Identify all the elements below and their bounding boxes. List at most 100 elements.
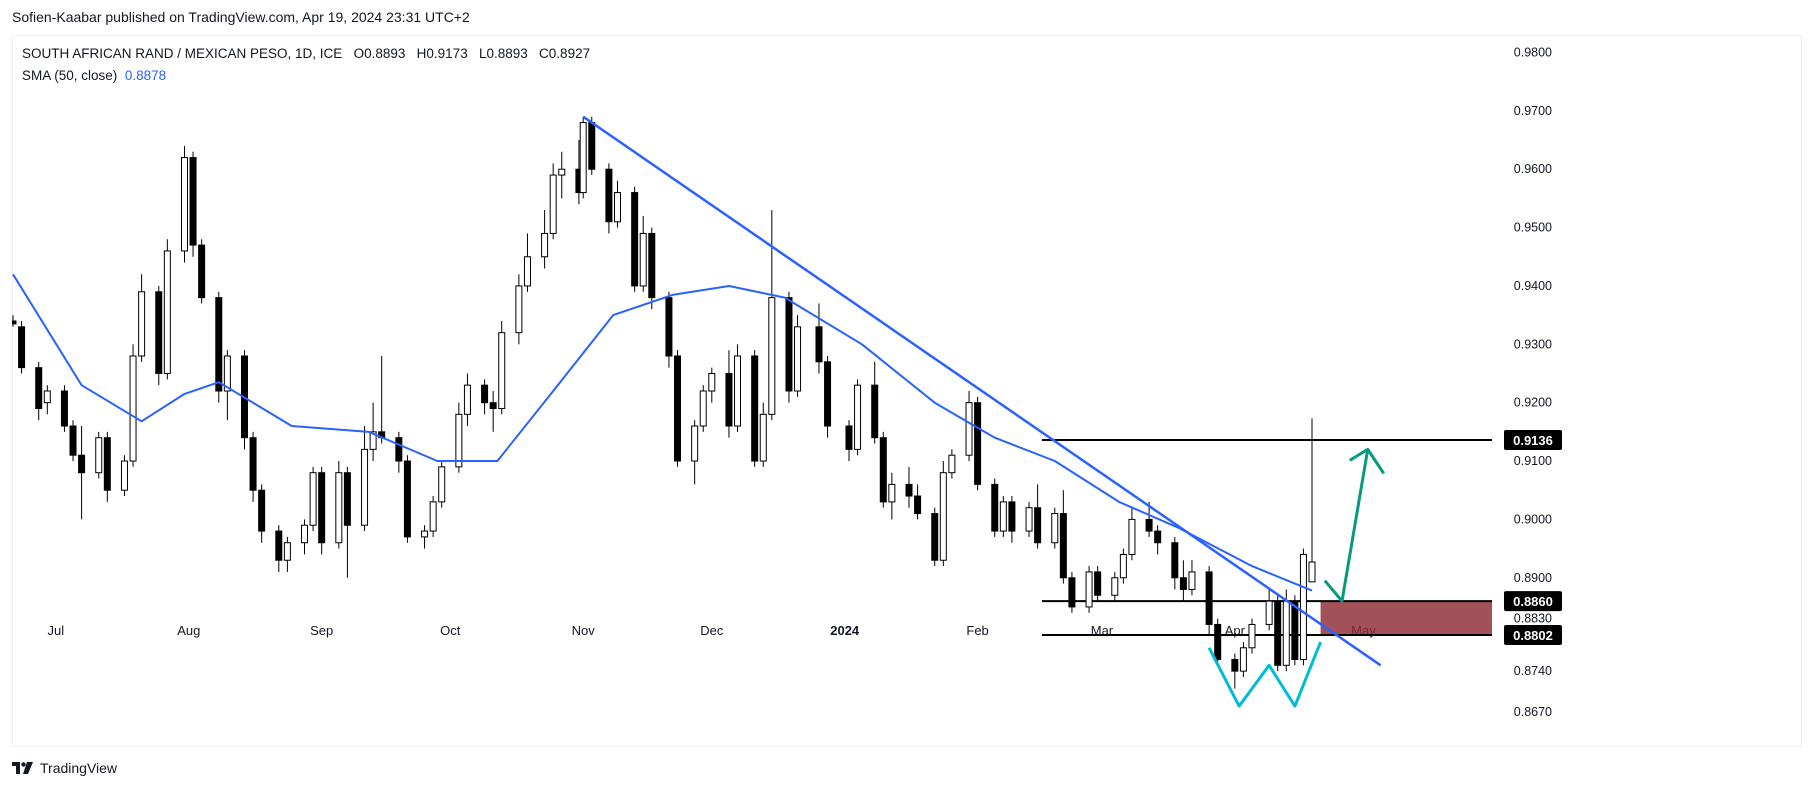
candle-body [631,192,639,287]
candle [189,151,197,257]
brand-name: TradingView [40,760,118,776]
candlestick-chart[interactable]: JulAugSepOctNovDec2024FebMarAprMay 0.980… [12,35,1802,747]
candle [734,344,742,432]
candle-body [1179,577,1187,590]
candle [648,227,656,310]
candle [369,402,377,462]
x-tick-label: Nov [572,623,596,638]
support-zone [1320,601,1492,635]
candle-body [605,168,613,223]
footer-brand[interactable]: TradingView [12,760,117,776]
candle [1025,501,1033,537]
symbol-row: SOUTH AFRICAN RAND / MEXICAN PESO, 1D, I… [22,43,590,65]
chart-frame[interactable]: JulAugSepOctNovDec2024FebMarAprMay 0.980… [12,35,1802,747]
chart-legend: SOUTH AFRICAN RAND / MEXICAN PESO, 1D, I… [22,43,590,87]
candle [674,350,682,467]
price-badge-label: 0.8802 [1513,628,1553,643]
x-tick-label: Dec [700,623,724,638]
candle-body [403,460,411,538]
candle [1008,496,1016,543]
candle-body [759,413,767,462]
close-label: C [539,46,549,61]
sma-label: SMA (50, close) [22,68,118,83]
candle [283,536,291,572]
candle [1068,571,1076,613]
candle-body [734,355,742,427]
candle [725,350,733,438]
candle [438,461,446,508]
candle [1034,484,1042,549]
candle-body [854,384,862,450]
candle-body [815,326,823,363]
candle [888,472,896,520]
y-tick-label: 0.9200 [1514,396,1552,410]
candle [155,285,163,386]
candle-body [129,355,137,462]
candle [198,239,206,304]
sma-value: 0.8878 [124,68,167,83]
candle [258,484,266,543]
candle-body [12,320,17,325]
price-badge-bg [1504,430,1562,451]
candle-body [1051,513,1059,544]
candle [699,385,707,432]
sma-row[interactable]: SMA (50, close) 0.8878 [22,65,590,87]
candle [95,431,103,479]
candle-body [1291,600,1299,660]
candle-body [78,454,86,474]
candle-body [1231,658,1239,672]
candle-body [931,513,939,561]
candle [1308,418,1316,583]
candle-body [180,157,188,252]
support-zone-layer [1320,601,1492,635]
candle-body [335,472,343,544]
candle [1214,618,1222,666]
candle-body [463,384,471,415]
candle [759,402,767,467]
candle [43,385,51,415]
candle [103,431,111,502]
y-tick-label: 0.9800 [1514,46,1552,60]
price-badge-bg [1504,591,1562,612]
candle [785,291,793,403]
candle-body [999,501,1007,532]
candle-body [369,431,377,450]
x-tick-label: Oct [440,623,461,638]
candle [939,461,947,567]
candle [343,466,351,578]
candle [1154,525,1162,555]
y-tick-label: 0.8740 [1514,664,1552,678]
candle-body [965,402,973,456]
candle-body [751,355,759,462]
candle-body [871,384,879,439]
candle-body [888,483,896,503]
candle [965,391,973,462]
candle-body [258,489,266,532]
candle-body [301,524,309,544]
candle [845,420,853,462]
candle [1059,490,1067,584]
candle-body [523,256,531,287]
candle [335,461,343,549]
candle [318,466,326,555]
candle-body [249,437,257,491]
candle-body [879,437,887,503]
candle-body [361,448,369,526]
candle-body [824,361,832,427]
y-axis-labels: 0.9800 0.9700 0.9600 0.9500 0.9400 0.9300 0.92… [1514,46,1552,719]
candle [639,215,647,292]
double-bottom-pattern [1207,641,1322,708]
low-label: L [478,46,487,61]
candle-body [421,530,429,538]
candle-body [103,437,111,491]
candle-body [198,244,206,299]
candle-body [120,460,128,491]
candle-body [1274,600,1282,666]
candles [12,116,1316,689]
candle [1265,589,1273,631]
candle-body [794,326,802,392]
candle-body [223,355,231,392]
candle [794,315,802,397]
candle-body [1282,600,1290,666]
sma-line [12,273,1313,592]
